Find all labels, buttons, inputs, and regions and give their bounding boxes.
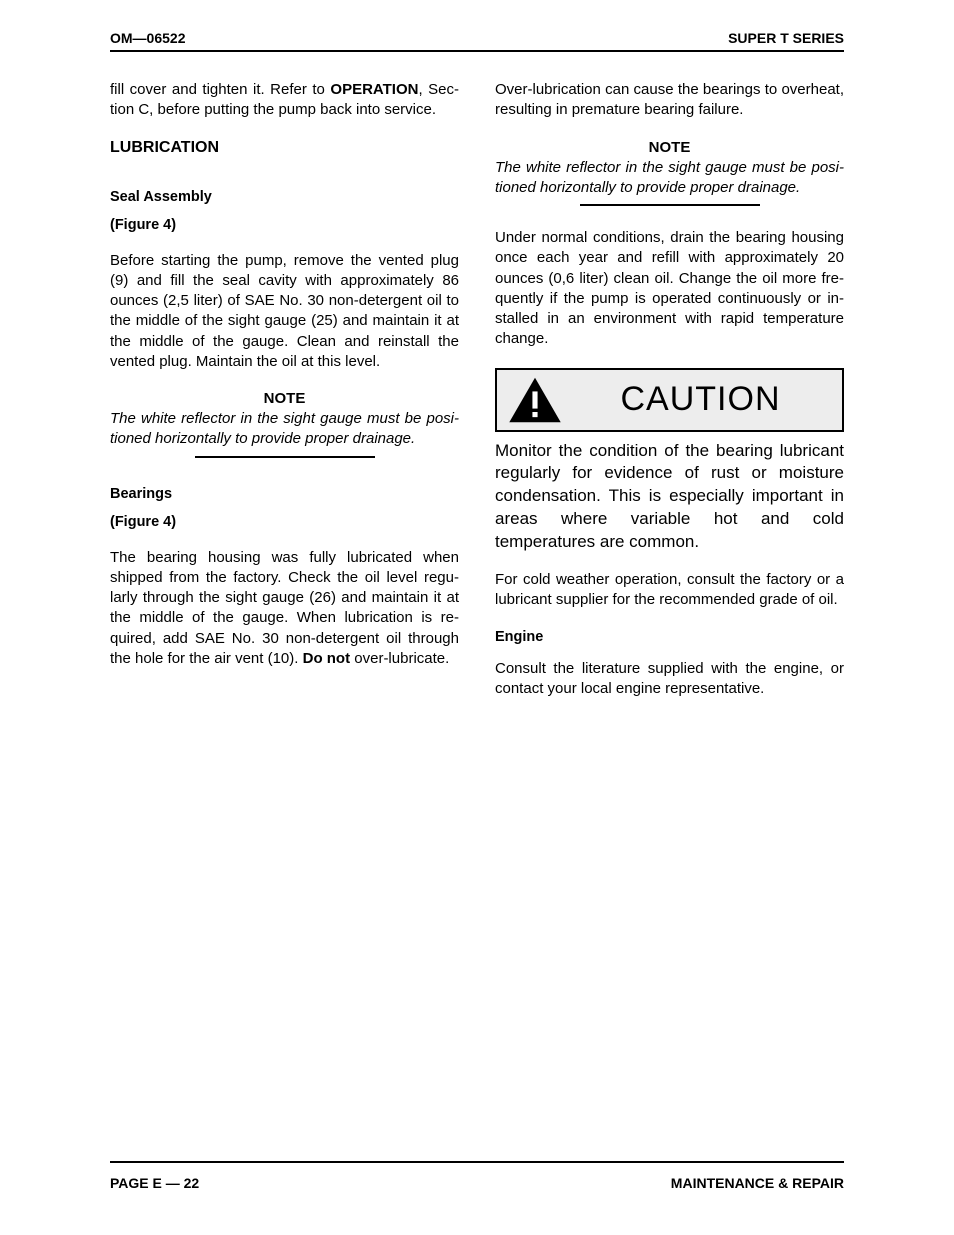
intro-bold: OPERATION	[330, 81, 418, 98]
subheading-bearings: Bearings	[110, 486, 459, 502]
content-columns: fill cover and tighten it. Refer to OPER…	[110, 80, 844, 717]
subheading-seal-assembly: Seal Assembly	[110, 189, 459, 205]
engine-body: Consult the literature supplied with the…	[495, 659, 844, 700]
figure-ref-seal: (Figure 4)	[110, 217, 459, 233]
seal-assembly-body: Before starting the pump, remove the ven…	[110, 251, 459, 373]
note-body-2: The white reflector in the sight gauge m…	[495, 158, 844, 199]
note-heading-2: NOTE	[495, 139, 844, 156]
warning-icon	[507, 376, 563, 424]
footer-left: PAGE E — 22	[110, 1175, 199, 1191]
drain-paragraph: Under normal conditions, drain the beari…	[495, 228, 844, 350]
header-left: OM—06522	[110, 30, 185, 46]
note-rule-2	[580, 204, 760, 206]
caution-box: CAUTION	[495, 368, 844, 432]
intro-paragraph: fill cover and tighten it. Refer to OPER…	[110, 80, 459, 121]
intro-prefix: fill cover and tighten it. Refer to	[110, 81, 330, 98]
cold-weather-paragraph: For cold weather operation, consult the …	[495, 570, 844, 611]
header-right: SUPER T SERIES	[728, 30, 844, 46]
page-footer: PAGE E — 22 MAINTENANCE & REPAIR	[110, 1175, 844, 1191]
footer-rule	[110, 1161, 844, 1163]
figure-ref-bearings: (Figure 4)	[110, 514, 459, 530]
page-header: OM—06522 SUPER T SERIES	[110, 30, 844, 52]
column-left: fill cover and tighten it. Refer to OPER…	[110, 80, 459, 717]
subheading-engine: Engine	[495, 629, 844, 645]
footer-right: MAINTENANCE & REPAIR	[671, 1175, 844, 1191]
overlubrication-paragraph: Over-lubrication can cause the bearings …	[495, 80, 844, 121]
note-rule-1	[195, 456, 375, 458]
section-heading-lubrication: LUBRICATION	[110, 139, 459, 157]
bearings-bold: Do not	[303, 650, 350, 667]
caution-text: Monitor the condition of the bearing lub…	[495, 440, 844, 555]
note-body-1: The white reflector in the sight gauge m…	[110, 409, 459, 450]
bearings-body: The bearing housing was fully lubricated…	[110, 548, 459, 670]
bearings-body-2: over-lubricate.	[350, 650, 449, 667]
note-heading-1: NOTE	[110, 390, 459, 407]
column-right: Over-lubrication can cause the bearings …	[495, 80, 844, 717]
caution-label: CAUTION	[577, 380, 824, 419]
